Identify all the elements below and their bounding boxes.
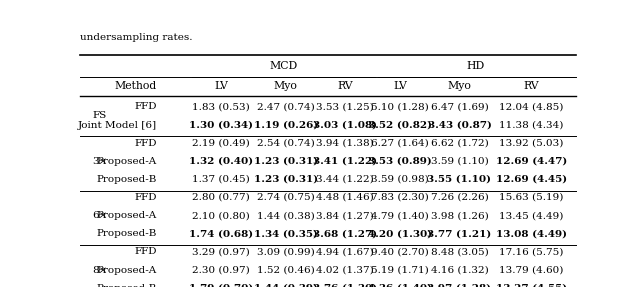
Text: 3.53 (1.25): 3.53 (1.25) (317, 102, 374, 111)
Text: LV: LV (214, 82, 228, 91)
Text: 1.23 (0.31): 1.23 (0.31) (254, 175, 318, 184)
Text: 4.02 (1.37): 4.02 (1.37) (317, 265, 374, 274)
Text: 2.54 (0.74): 2.54 (0.74) (257, 139, 315, 148)
Text: Proposed-B: Proposed-B (97, 175, 157, 184)
Text: 2.47 (0.74): 2.47 (0.74) (257, 102, 315, 111)
Text: 15.63 (5.19): 15.63 (5.19) (499, 193, 564, 202)
Text: 8×: 8× (92, 265, 108, 274)
Text: HD: HD (467, 61, 484, 71)
Text: 13.92 (5.03): 13.92 (5.03) (499, 139, 564, 148)
Text: 3.53 (0.89): 3.53 (0.89) (368, 157, 432, 166)
Text: 6.62 (1.72): 6.62 (1.72) (431, 139, 488, 148)
Text: 3.29 (0.97): 3.29 (0.97) (193, 247, 250, 256)
Text: 4.16 (1.32): 4.16 (1.32) (431, 265, 488, 274)
Text: 4.94 (1.67): 4.94 (1.67) (317, 247, 374, 256)
Text: RV: RV (524, 82, 539, 91)
Text: FFD: FFD (134, 102, 157, 111)
Text: 3.44 (1.22): 3.44 (1.22) (317, 175, 374, 184)
Text: 2.30 (0.97): 2.30 (0.97) (193, 265, 250, 274)
Text: RV: RV (337, 82, 353, 91)
Text: 4.20 (1.30): 4.20 (1.30) (368, 229, 432, 238)
Text: 8.48 (3.05): 8.48 (3.05) (431, 247, 488, 256)
Text: 13.08 (4.49): 13.08 (4.49) (496, 229, 567, 238)
Text: 3.68 (1.27): 3.68 (1.27) (314, 229, 378, 238)
Text: 12.69 (4.47): 12.69 (4.47) (496, 157, 567, 166)
Text: 17.16 (5.75): 17.16 (5.75) (499, 247, 564, 256)
Text: 3.97 (1.28): 3.97 (1.28) (428, 284, 492, 287)
Text: undersampling rates.: undersampling rates. (80, 33, 193, 42)
Text: MCD: MCD (269, 61, 298, 71)
Text: FFD: FFD (134, 139, 157, 148)
Text: 1.32 (0.40): 1.32 (0.40) (189, 157, 253, 166)
Text: 3.94 (1.38): 3.94 (1.38) (317, 139, 374, 148)
Text: 3.76 (1.30): 3.76 (1.30) (314, 284, 378, 287)
Text: 11.38 (4.34): 11.38 (4.34) (499, 121, 564, 129)
Text: 3.43 (0.87): 3.43 (0.87) (428, 121, 492, 129)
Text: 3.77 (1.21): 3.77 (1.21) (428, 229, 492, 238)
Text: 1.52 (0.46): 1.52 (0.46) (257, 265, 315, 274)
Text: 4.36 (1.40): 4.36 (1.40) (368, 284, 432, 287)
Text: Method: Method (115, 82, 157, 91)
Text: 3×: 3× (92, 157, 108, 166)
Text: FFD: FFD (134, 247, 157, 256)
Text: 1.83 (0.53): 1.83 (0.53) (193, 102, 250, 111)
Text: 5.19 (1.71): 5.19 (1.71) (371, 265, 429, 274)
Text: 13.45 (4.49): 13.45 (4.49) (499, 211, 564, 220)
Text: 7.83 (2.30): 7.83 (2.30) (371, 193, 429, 202)
Text: 6.27 (1.64): 6.27 (1.64) (371, 139, 429, 148)
Text: 3.98 (1.26): 3.98 (1.26) (431, 211, 488, 220)
Text: 12.69 (4.45): 12.69 (4.45) (496, 175, 567, 184)
Text: 6.47 (1.69): 6.47 (1.69) (431, 102, 488, 111)
Text: 2.80 (0.77): 2.80 (0.77) (193, 193, 250, 202)
Text: 9.40 (2.70): 9.40 (2.70) (371, 247, 429, 256)
Text: 3.59 (1.10): 3.59 (1.10) (431, 157, 488, 166)
Text: FFD: FFD (134, 193, 157, 202)
Text: LV: LV (393, 82, 407, 91)
Text: Myo: Myo (274, 82, 298, 91)
Text: 3.09 (0.99): 3.09 (0.99) (257, 247, 315, 256)
Text: 4.48 (1.46): 4.48 (1.46) (317, 193, 374, 202)
Text: Proposed-A: Proposed-A (97, 157, 157, 166)
Text: 1.74 (0.68): 1.74 (0.68) (189, 229, 253, 238)
Text: 1.37 (0.45): 1.37 (0.45) (193, 175, 250, 184)
Text: Proposed-A: Proposed-A (97, 211, 157, 220)
Text: 13.27 (4.55): 13.27 (4.55) (496, 284, 567, 287)
Text: Myo: Myo (447, 82, 472, 91)
Text: 1.23 (0.31): 1.23 (0.31) (254, 157, 318, 166)
Text: FS: FS (92, 111, 107, 121)
Text: 3.52 (0.82): 3.52 (0.82) (368, 121, 432, 129)
Text: 2.19 (0.49): 2.19 (0.49) (193, 139, 250, 148)
Text: 3.59 (0.98): 3.59 (0.98) (371, 175, 429, 184)
Text: 5.10 (1.28): 5.10 (1.28) (371, 102, 429, 111)
Text: 1.19 (0.26): 1.19 (0.26) (253, 121, 318, 129)
Text: 6×: 6× (92, 211, 108, 220)
Text: 4.79 (1.40): 4.79 (1.40) (371, 211, 429, 220)
Text: Proposed-B: Proposed-B (97, 284, 157, 287)
Text: 12.04 (4.85): 12.04 (4.85) (499, 102, 564, 111)
Text: Proposed-B: Proposed-B (97, 229, 157, 238)
Text: 1.79 (0.70): 1.79 (0.70) (189, 284, 253, 287)
Text: 3.55 (1.10): 3.55 (1.10) (428, 175, 492, 184)
Text: 2.10 (0.80): 2.10 (0.80) (193, 211, 250, 220)
Text: 3.41 (1.22): 3.41 (1.22) (314, 157, 378, 166)
Text: 1.44 (0.39): 1.44 (0.39) (254, 284, 318, 287)
Text: 3.03 (1.08): 3.03 (1.08) (314, 121, 378, 129)
Text: 2.74 (0.75): 2.74 (0.75) (257, 193, 315, 202)
Text: 3.84 (1.27): 3.84 (1.27) (317, 211, 374, 220)
Text: 1.34 (0.35): 1.34 (0.35) (254, 229, 318, 238)
Text: Proposed-A: Proposed-A (97, 265, 157, 274)
Text: 1.44 (0.38): 1.44 (0.38) (257, 211, 315, 220)
Text: 1.30 (0.34): 1.30 (0.34) (189, 121, 253, 129)
Text: 7.26 (2.26): 7.26 (2.26) (431, 193, 488, 202)
Text: Joint Model [6]: Joint Model [6] (77, 121, 157, 129)
Text: 13.79 (4.60): 13.79 (4.60) (499, 265, 564, 274)
